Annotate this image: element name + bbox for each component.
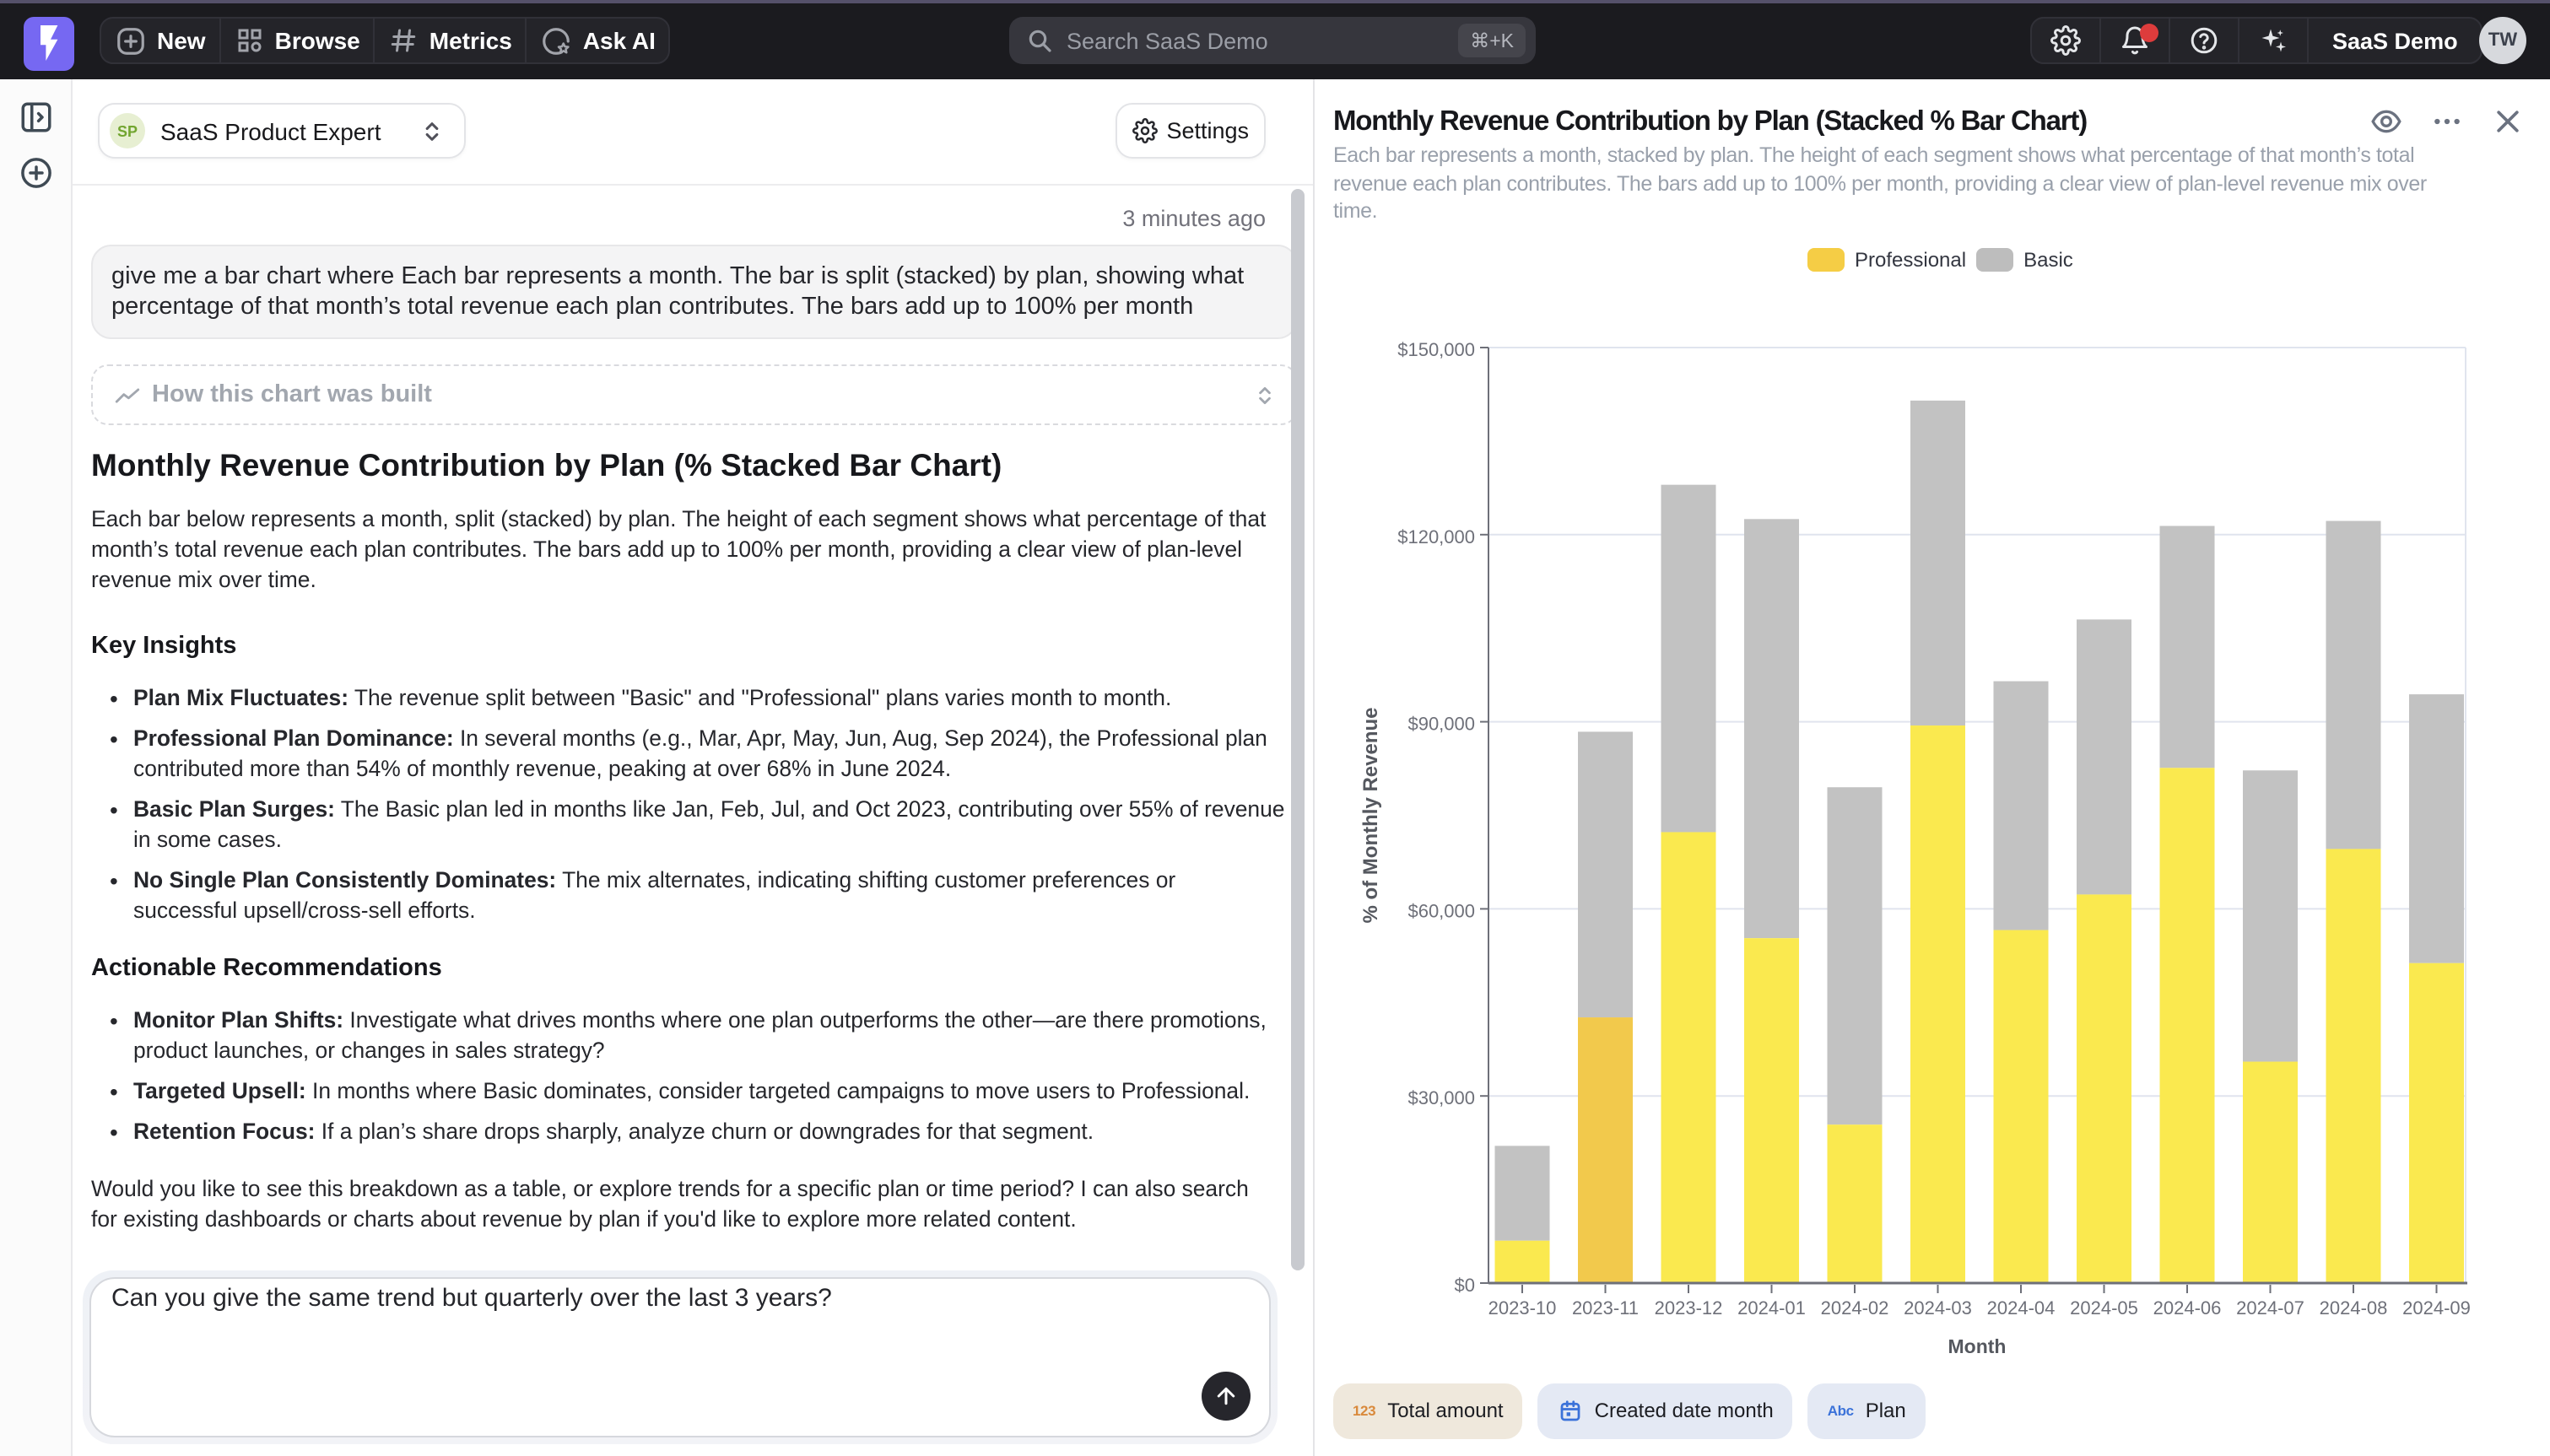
svg-text:2024-01: 2024-01	[1737, 1297, 1806, 1318]
svg-text:$120,000: $120,000	[1397, 526, 1475, 547]
svg-text:2024-05: 2024-05	[2070, 1297, 2138, 1318]
svg-text:2023-10: 2023-10	[1488, 1297, 1557, 1318]
svg-text:2024-04: 2024-04	[1987, 1297, 2056, 1318]
svg-text:2023-12: 2023-12	[1655, 1297, 1723, 1318]
svg-text:2024-08: 2024-08	[2320, 1297, 2388, 1318]
svg-text:2024-02: 2024-02	[1821, 1297, 1889, 1318]
svg-text:2023-11: 2023-11	[1572, 1297, 1639, 1318]
svg-text:2024-03: 2024-03	[1904, 1297, 1972, 1318]
svg-text:2024-07: 2024-07	[2236, 1297, 2304, 1318]
svg-text:% of Monthly Revenue: % of Monthly Revenue	[1359, 707, 1382, 923]
svg-text:Month: Month	[1948, 1335, 2007, 1357]
svg-text:$90,000: $90,000	[1407, 714, 1475, 735]
svg-text:$0: $0	[1455, 1275, 1475, 1296]
svg-text:$150,000: $150,000	[1397, 339, 1475, 360]
svg-text:2024-09: 2024-09	[2402, 1297, 2471, 1318]
svg-text:$60,000: $60,000	[1407, 900, 1475, 921]
svg-text:2024-06: 2024-06	[2153, 1297, 2222, 1318]
svg-text:$30,000: $30,000	[1407, 1087, 1475, 1108]
